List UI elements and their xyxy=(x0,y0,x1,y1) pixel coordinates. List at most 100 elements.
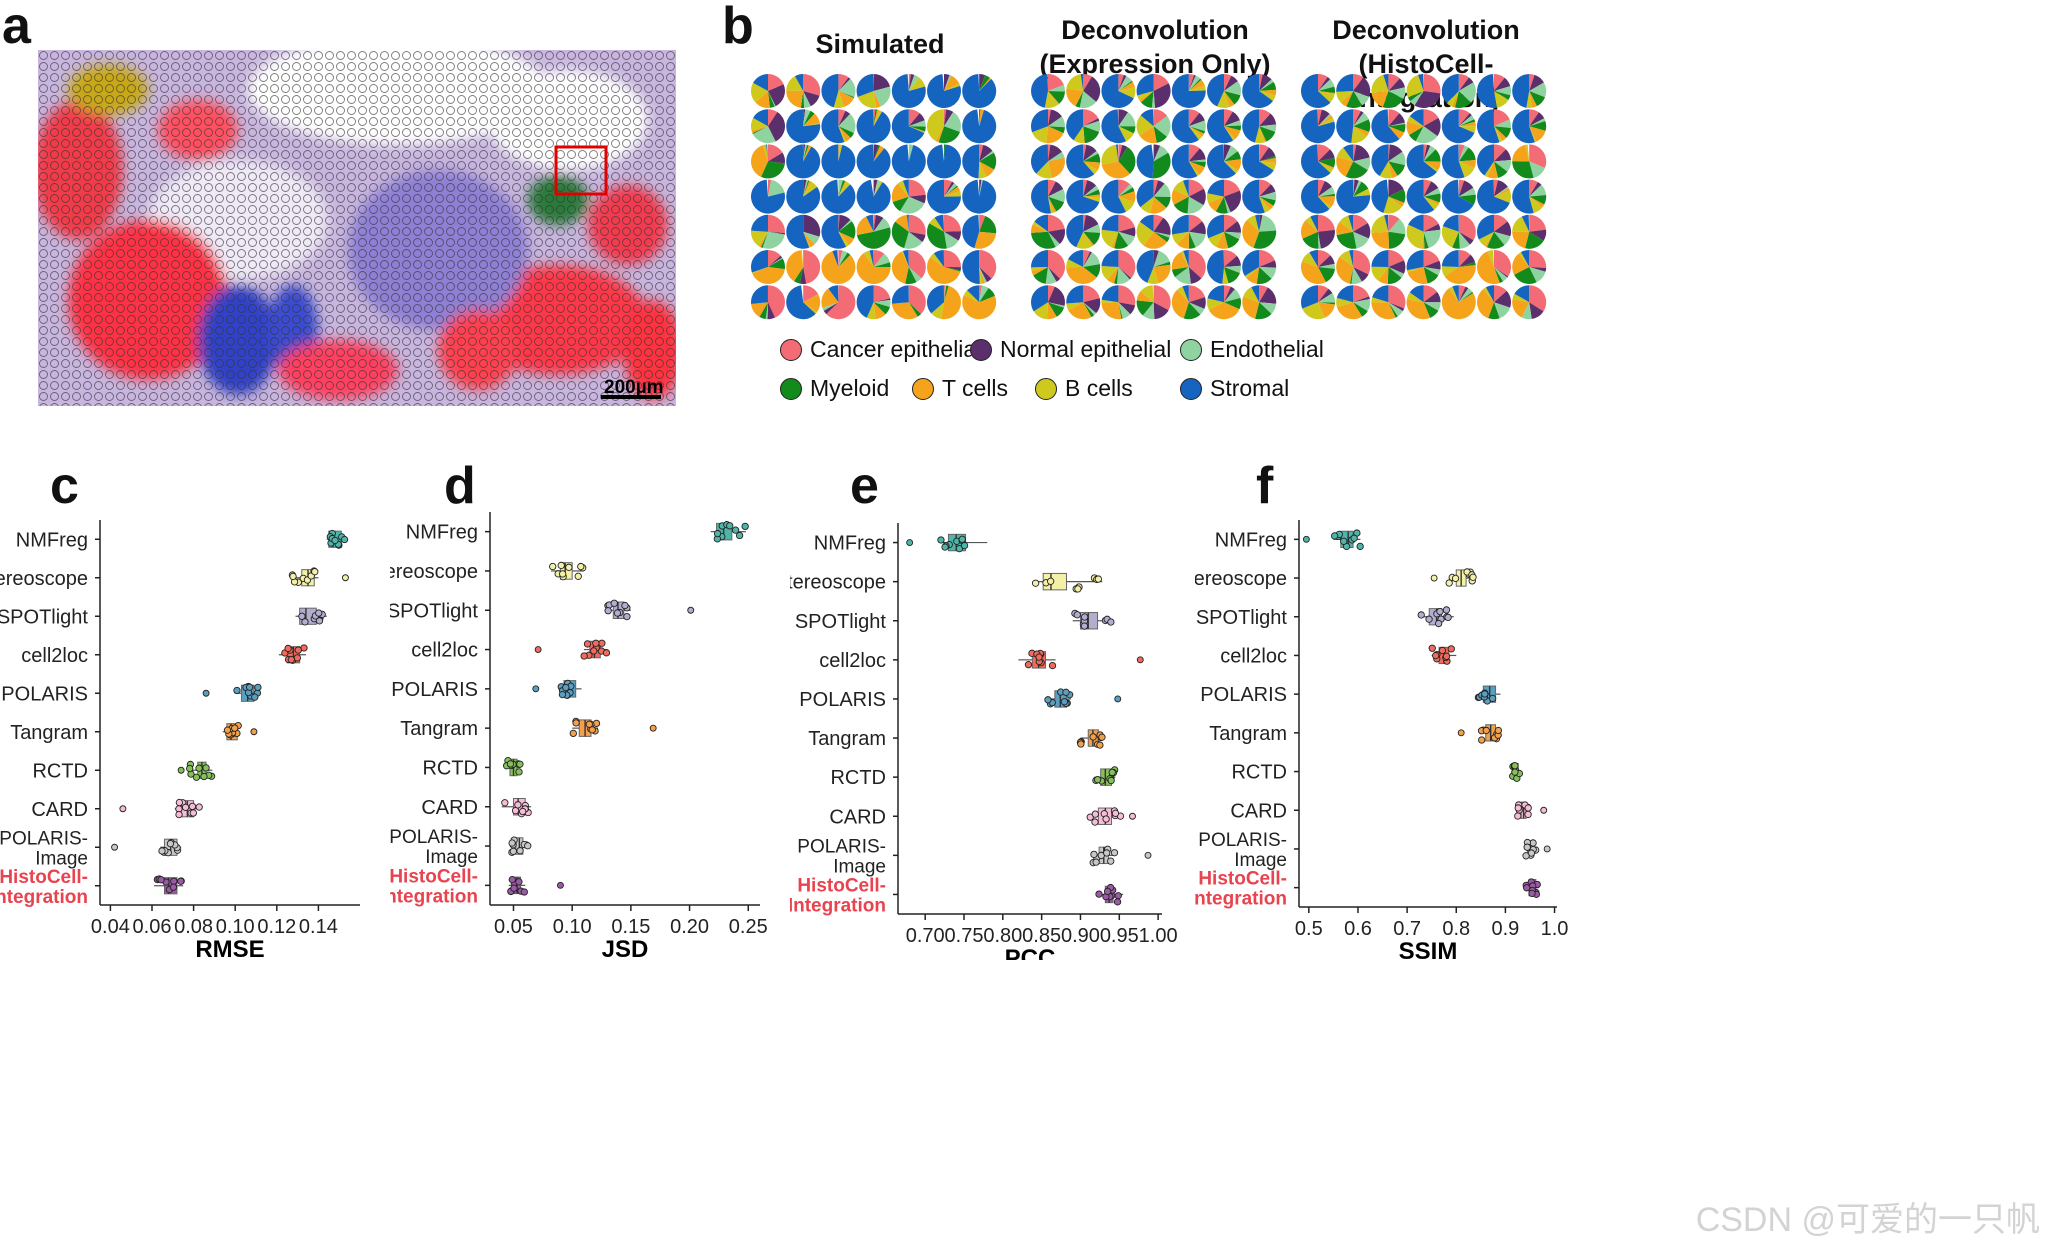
pie-slice xyxy=(838,126,847,143)
pie-slice xyxy=(1140,109,1154,127)
pie-slice xyxy=(908,267,922,283)
pie-chart xyxy=(1101,144,1136,179)
pie-slice xyxy=(873,217,891,232)
pie-slice xyxy=(1494,109,1510,127)
pie-chart xyxy=(927,250,961,284)
data-point xyxy=(1098,733,1106,741)
data-point xyxy=(572,719,580,727)
pie-slice xyxy=(1259,250,1275,267)
pie-slice xyxy=(1388,113,1406,127)
pie-slice xyxy=(869,250,874,267)
pie-slice xyxy=(856,285,874,318)
pie-slice xyxy=(821,74,839,108)
outlier-point xyxy=(119,805,127,813)
pie-slice xyxy=(1182,285,1189,303)
pie-slice xyxy=(1101,299,1119,304)
pie-slice xyxy=(768,179,772,197)
x-tick-label: 0.80 xyxy=(983,925,1022,947)
pie-slice xyxy=(1318,157,1335,168)
pie-slice xyxy=(838,252,851,267)
data-point xyxy=(524,842,532,850)
pie-slice xyxy=(1318,255,1335,267)
pie-slice xyxy=(1224,250,1237,267)
pie-slice xyxy=(1494,186,1509,197)
pie-slice xyxy=(1305,216,1318,232)
pie-slice xyxy=(1259,302,1277,314)
pie-slice xyxy=(1529,184,1547,197)
pie-slice xyxy=(897,180,909,197)
pie-slice xyxy=(822,302,839,311)
pie-slice xyxy=(1118,302,1131,319)
pie-slice xyxy=(768,250,781,267)
pie-slice xyxy=(761,161,785,179)
outlier-point xyxy=(177,766,185,774)
pie-slice xyxy=(803,74,821,96)
pie-chart xyxy=(1136,250,1171,284)
pie-slice xyxy=(1458,113,1472,127)
pie-slice xyxy=(962,144,980,179)
pie-slice xyxy=(962,109,997,144)
pie-slice xyxy=(1318,149,1335,162)
pie-slice xyxy=(1083,231,1094,247)
pie-slice xyxy=(1153,179,1159,197)
pie-slice xyxy=(1318,161,1334,170)
pie-slice xyxy=(873,302,890,315)
pie-slice xyxy=(963,290,980,303)
pie-slice xyxy=(838,214,840,232)
category-label: stereoscope xyxy=(790,572,886,594)
pie-chart xyxy=(1066,179,1101,214)
pie-slice xyxy=(1118,144,1128,162)
pie-slice xyxy=(1140,91,1154,108)
pie-slice xyxy=(1423,74,1441,94)
pie-slice xyxy=(979,215,997,234)
pie-chart xyxy=(1301,250,1335,284)
x-tick-label: 0.15 xyxy=(611,916,650,938)
pie-slice xyxy=(768,255,783,267)
pie-slice xyxy=(1188,159,1206,162)
pie-slice xyxy=(892,196,909,212)
pie-slice xyxy=(857,91,877,108)
pie-chart xyxy=(1336,285,1371,320)
pie-chart xyxy=(1441,214,1476,249)
pie-chart xyxy=(927,179,961,214)
data-point xyxy=(1436,607,1444,616)
pie-slice xyxy=(1407,116,1424,127)
data-point xyxy=(298,612,306,620)
pie-slice xyxy=(1139,214,1154,232)
pie-slice xyxy=(1529,91,1546,107)
category-label: HistoCell- xyxy=(390,866,478,887)
pie-slice xyxy=(1118,74,1127,91)
pie-slice xyxy=(1171,144,1198,179)
data-point xyxy=(583,640,592,648)
pie-slice xyxy=(1083,120,1101,132)
pie-slice xyxy=(1171,109,1199,144)
pie-slice xyxy=(1423,223,1441,232)
pie-slice xyxy=(1494,144,1506,162)
pie-slice xyxy=(1259,156,1276,162)
pie-chart xyxy=(821,144,856,179)
pie-slice xyxy=(1441,179,1474,214)
pie-slice xyxy=(1188,126,1203,140)
pie-slice xyxy=(803,214,821,237)
pie-slice xyxy=(962,295,997,320)
pie-slice xyxy=(1188,126,1205,137)
category-label: SPOTlight xyxy=(390,600,478,622)
pie-chart xyxy=(1136,144,1171,179)
category-label: POLARIS- xyxy=(0,828,88,849)
pie-slice xyxy=(1494,302,1511,319)
pie-slice xyxy=(1353,188,1371,197)
data-point xyxy=(1511,762,1519,770)
pie-slice xyxy=(786,214,810,249)
pie-chart xyxy=(1066,144,1101,179)
pie-slice xyxy=(1207,250,1224,284)
data-point xyxy=(520,888,528,896)
category-label: POLARIS- xyxy=(1198,830,1287,851)
data-point xyxy=(188,802,197,811)
data-point xyxy=(1024,661,1033,669)
pie-slice xyxy=(786,109,821,144)
pie-slice xyxy=(1353,126,1370,137)
data-point xyxy=(735,531,744,540)
pie-chart xyxy=(856,250,891,284)
pie-chart xyxy=(821,179,856,214)
pie-chart xyxy=(962,74,997,108)
